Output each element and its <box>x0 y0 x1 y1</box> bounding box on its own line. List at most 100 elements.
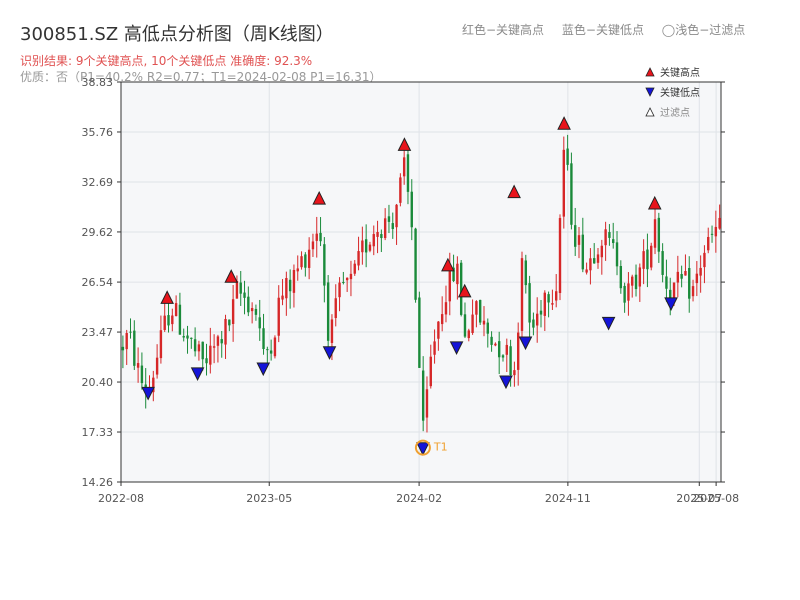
candle-body <box>612 239 615 244</box>
candle-body <box>691 286 695 297</box>
candle-body <box>402 157 406 177</box>
candle-body <box>555 291 558 301</box>
candle-body <box>577 235 581 245</box>
candle-body <box>353 263 356 274</box>
candle-body <box>182 336 185 338</box>
candle-body <box>570 163 573 225</box>
candle-body <box>311 241 315 250</box>
candle-body <box>532 319 535 328</box>
candle-body <box>703 252 706 268</box>
candle-body <box>125 333 128 350</box>
candle-body <box>266 349 269 351</box>
legend-filtered-label: 过滤点 <box>660 106 690 119</box>
y-tick-label: 38.83 <box>82 76 114 89</box>
chart-title: 300851.SZ 高低点分析图（周K线图） <box>20 24 334 45</box>
candle-body <box>315 233 318 241</box>
candle-body <box>566 148 569 165</box>
candle-body <box>410 191 413 228</box>
candle-body <box>448 266 451 302</box>
x-tick-label: 2025-07 <box>676 492 722 505</box>
candle-body <box>235 280 239 299</box>
key-high-marker <box>397 137 412 151</box>
candle-body <box>672 282 676 301</box>
candle-body <box>171 315 174 325</box>
candle-body <box>361 240 364 253</box>
candle-body <box>505 344 508 355</box>
candle-body <box>239 282 242 294</box>
candle-body <box>209 345 212 365</box>
candle-body <box>600 245 604 258</box>
candle-body <box>459 262 463 315</box>
key-low-marker <box>416 442 430 456</box>
candle-body <box>406 154 410 192</box>
t1-circle <box>414 439 431 456</box>
candle-body <box>593 258 596 264</box>
legend-low-label: 关键低点 <box>660 86 700 99</box>
candle-body <box>357 251 360 266</box>
candle-body <box>190 337 193 339</box>
candle-body <box>650 245 653 268</box>
candle-body <box>596 254 600 263</box>
candle-body <box>319 232 322 242</box>
candle-body <box>475 301 478 315</box>
legend-filtered-symbol <box>645 107 655 117</box>
candle-body <box>509 346 512 376</box>
candle-body <box>437 321 440 339</box>
candle-body <box>342 281 345 283</box>
candle-body <box>497 341 501 358</box>
candle-body <box>440 314 444 325</box>
key-low-marker <box>190 367 205 382</box>
candle-body <box>368 244 372 251</box>
candle-body <box>269 350 273 354</box>
candle-body <box>228 319 231 326</box>
candles-group <box>121 134 721 433</box>
candle-body <box>338 282 341 298</box>
candle-body <box>307 249 311 268</box>
candle-body <box>608 232 611 238</box>
candle-body <box>638 267 642 287</box>
candle-body <box>429 356 432 387</box>
key-low-marker <box>141 386 155 401</box>
x-tick-label: 2025-08 <box>693 492 739 505</box>
candle-body <box>547 294 550 303</box>
legend-blue-text: 蓝色−关键低点 <box>561 23 644 37</box>
candle-body <box>680 274 683 279</box>
candle-body <box>326 282 330 341</box>
candle-body <box>615 242 619 267</box>
t1-label: T1 <box>433 441 448 454</box>
candle-body <box>205 358 208 364</box>
candle-body <box>193 339 197 352</box>
candle-body <box>661 251 664 275</box>
candle-body <box>174 303 178 317</box>
candle-body <box>425 389 429 418</box>
y-tick-label: 32.69 <box>82 176 114 189</box>
candle-body <box>288 279 292 292</box>
candle-body <box>551 303 554 305</box>
x-tick-label: 2023-05 <box>246 492 292 505</box>
candle-body <box>513 370 516 376</box>
candle-body <box>330 319 334 343</box>
key-low-marker <box>449 341 464 355</box>
candle-body <box>535 313 539 326</box>
candle-body <box>657 217 661 252</box>
legend-light-text: ◯浅色−过滤点 <box>661 23 746 37</box>
plot-frame <box>120 81 722 483</box>
key-high-marker <box>312 190 326 205</box>
candle-body <box>399 177 402 203</box>
candle-body <box>285 278 288 299</box>
key-high-marker <box>441 257 455 272</box>
quality-summary: 优质：否（P1=40.2% R2=0.77；T1=2024-02-08 P1=1… <box>20 70 382 84</box>
legend-red-text: 红色−关键高点 <box>462 23 545 37</box>
key-high-marker <box>647 195 662 210</box>
y-tick-label: 29.62 <box>82 226 114 239</box>
candle-body <box>471 314 474 333</box>
candle-body <box>334 298 337 319</box>
candle-body <box>710 233 714 235</box>
candle-body <box>467 330 470 339</box>
candle-body <box>623 285 626 303</box>
candle-body <box>300 256 303 268</box>
candle-body <box>463 314 467 337</box>
candle-body <box>581 234 585 270</box>
candle-body <box>262 328 265 350</box>
